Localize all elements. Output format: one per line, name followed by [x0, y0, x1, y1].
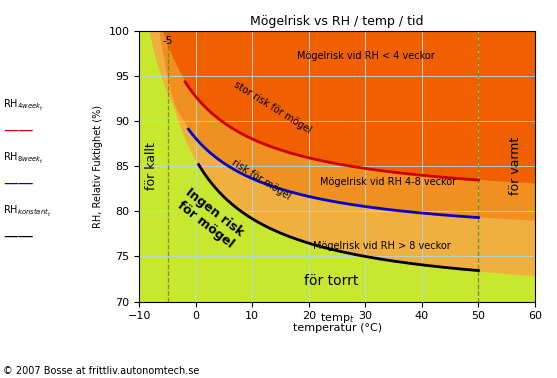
Text: ——: —— — [3, 123, 33, 138]
Text: © 2007 Bosse at frittliv.autonomtech.se: © 2007 Bosse at frittliv.autonomtech.se — [3, 366, 199, 376]
Text: Mögelrisk vid RH > 8 veckor: Mögelrisk vid RH > 8 veckor — [314, 241, 451, 251]
X-axis label: temperatur (°C): temperatur (°C) — [292, 323, 382, 333]
Text: temp$_t$: temp$_t$ — [320, 311, 354, 325]
Text: Mögelrisk vid RH < 4 veckor: Mögelrisk vid RH < 4 veckor — [296, 51, 434, 61]
Text: RH$_{konstant_t}$: RH$_{konstant_t}$ — [3, 204, 51, 219]
Y-axis label: RH, Relativ Fuktighet (%): RH, Relativ Fuktighet (%) — [93, 105, 103, 228]
Text: ——: —— — [3, 229, 33, 244]
Text: stor risk för mögel: stor risk för mögel — [232, 79, 312, 135]
Text: RH$_{8week_t}$: RH$_{8week_t}$ — [3, 151, 43, 166]
Text: för varmt: för varmt — [509, 137, 522, 195]
Text: för kallt: för kallt — [145, 142, 158, 190]
Text: RH$_{4week_t}$: RH$_{4week_t}$ — [3, 98, 43, 113]
Title: Mögelrisk vs RH / temp / tid: Mögelrisk vs RH / temp / tid — [251, 15, 424, 28]
Text: ——: —— — [3, 176, 33, 191]
Text: för torrt: för torrt — [304, 274, 359, 288]
Text: Mögelrisk vid RH 4-8 veckor: Mögelrisk vid RH 4-8 veckor — [320, 177, 456, 187]
Text: -5: -5 — [162, 36, 173, 46]
Text: Ingen risk
för mögel: Ingen risk för mögel — [174, 186, 246, 251]
Text: risk för mögel: risk för mögel — [229, 158, 292, 202]
